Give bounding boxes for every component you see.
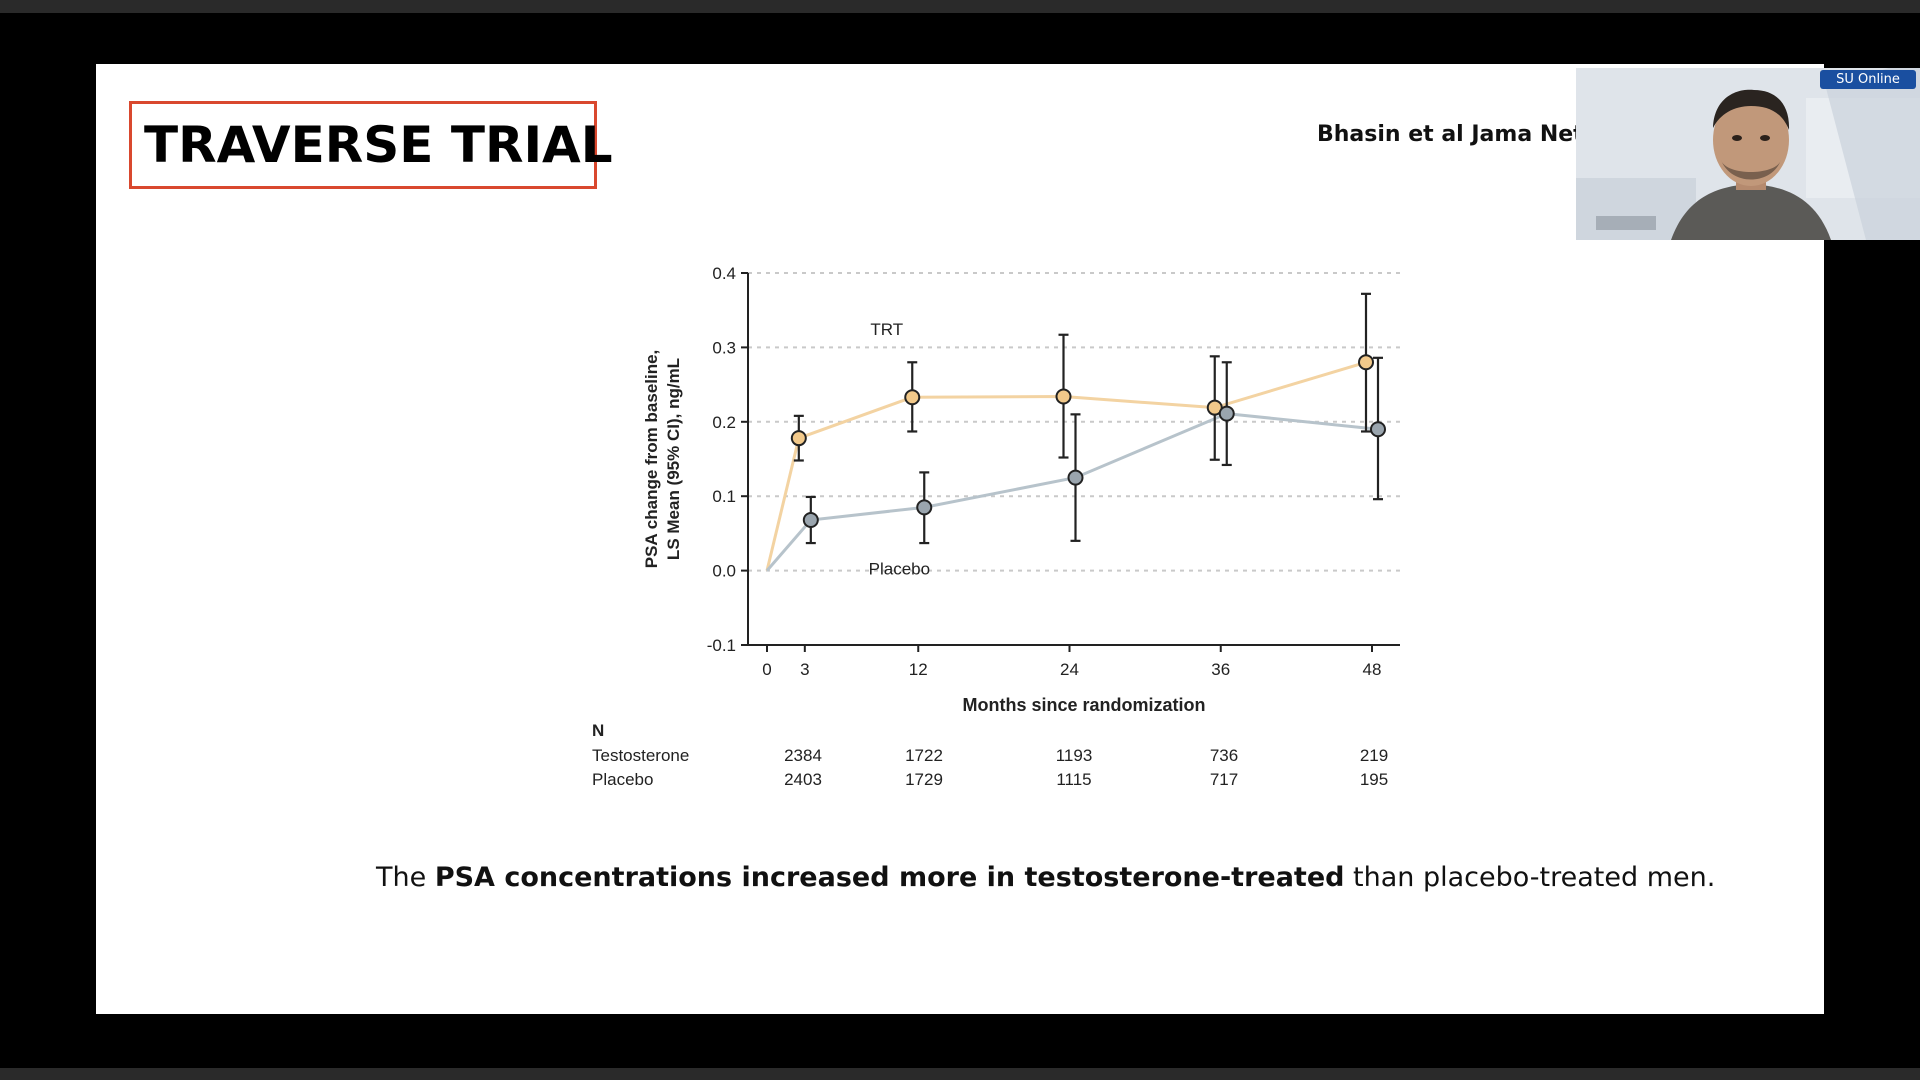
n-table-value-0-2: 1193 <box>1056 746 1093 765</box>
n-table-value-1-4: 195 <box>1360 770 1388 789</box>
caption-pre: The <box>376 862 435 893</box>
placebo-point-2 <box>916 499 933 516</box>
slide-caption: The PSA concentrations increased more in… <box>376 862 1816 893</box>
online-badge: SU Online <box>1820 70 1916 89</box>
trt-series-line <box>765 360 1367 571</box>
x-tick-label-1: 3 <box>800 660 809 679</box>
y-tick-label-0: 0.4 <box>712 264 736 283</box>
y-axis-label-line2: LS Mean (95% CI), ng/mL <box>664 358 683 560</box>
n-table-value-0-3: 736 <box>1210 746 1238 765</box>
n-table-row-label-0: Testosterone <box>592 746 689 765</box>
presenter-webcam[interactable] <box>1576 68 1920 240</box>
y-axis-label-line1: PSA change from baseline, <box>642 350 661 569</box>
y-tick-label-1: 0.3 <box>712 338 736 357</box>
placebo-series-label: Placebo <box>869 559 930 578</box>
n-table-row-label-1: Placebo <box>592 770 653 789</box>
slide-title: TRAVERSE TRIAL <box>144 116 613 174</box>
psa-chart: 0.4 0.3 0.2 0.1 0.0 -0.1 0 3 12 24 36 48 PSA change … <box>592 264 1400 789</box>
trt-point-3 <box>1055 388 1072 405</box>
n-table-value-0-4: 219 <box>1360 746 1388 765</box>
placebo-point-1 <box>802 512 819 529</box>
meeting-top-bar <box>0 0 1920 13</box>
slide-title-box: TRAVERSE TRIAL <box>129 101 613 189</box>
n-table-value-1-1: 1729 <box>905 770 943 789</box>
x-tick-label-5: 48 <box>1363 660 1382 679</box>
n-table-value-0-1: 1722 <box>905 746 943 765</box>
placebo-point-5 <box>1370 421 1386 438</box>
presentation-slide: TRAVERSE TRIAL Bhasin et al Jama Net 0.4… <box>96 64 1824 1014</box>
y-tick-label-3: 0.1 <box>712 487 736 506</box>
y-tick-label-5: -0.1 <box>707 636 736 655</box>
x-tick-label-0: 0 <box>762 660 771 679</box>
trt-point-2 <box>904 389 921 406</box>
n-table-value-1-2: 1115 <box>1056 770 1091 789</box>
n-table-value-1-0: 2403 <box>784 770 822 789</box>
x-tick-label-2: 12 <box>909 660 928 679</box>
meeting-bottom-bar <box>0 1068 1920 1080</box>
caption-bold: PSA concentrations increased more in tes… <box>434 862 1345 893</box>
placebo-point-4 <box>1218 405 1235 422</box>
y-tick-label-4: 0.0 <box>712 562 736 581</box>
placebo-series-line <box>765 412 1379 572</box>
slide-citation: Bhasin et al Jama Net <box>1317 122 1584 147</box>
x-tick-label-3: 24 <box>1060 660 1079 679</box>
online-badge-label: SU Online <box>1836 72 1900 87</box>
caption-post: than placebo-treated men. <box>1344 862 1716 893</box>
trt-point-1 <box>790 430 807 447</box>
x-axis-label: Months since randomization <box>962 695 1205 715</box>
n-table-value-1-3: 717 <box>1210 770 1238 789</box>
y-tick-label-2: 0.2 <box>712 413 736 432</box>
n-table-value-0-0: 2384 <box>784 746 822 765</box>
n-table-header: N <box>592 721 604 740</box>
trt-point-5 <box>1358 354 1374 371</box>
x-tick-label-4: 36 <box>1211 660 1230 679</box>
placebo-point-3 <box>1067 469 1084 486</box>
trt-series-label: TRT <box>870 320 903 339</box>
presenter-video-icon <box>1576 68 1920 240</box>
